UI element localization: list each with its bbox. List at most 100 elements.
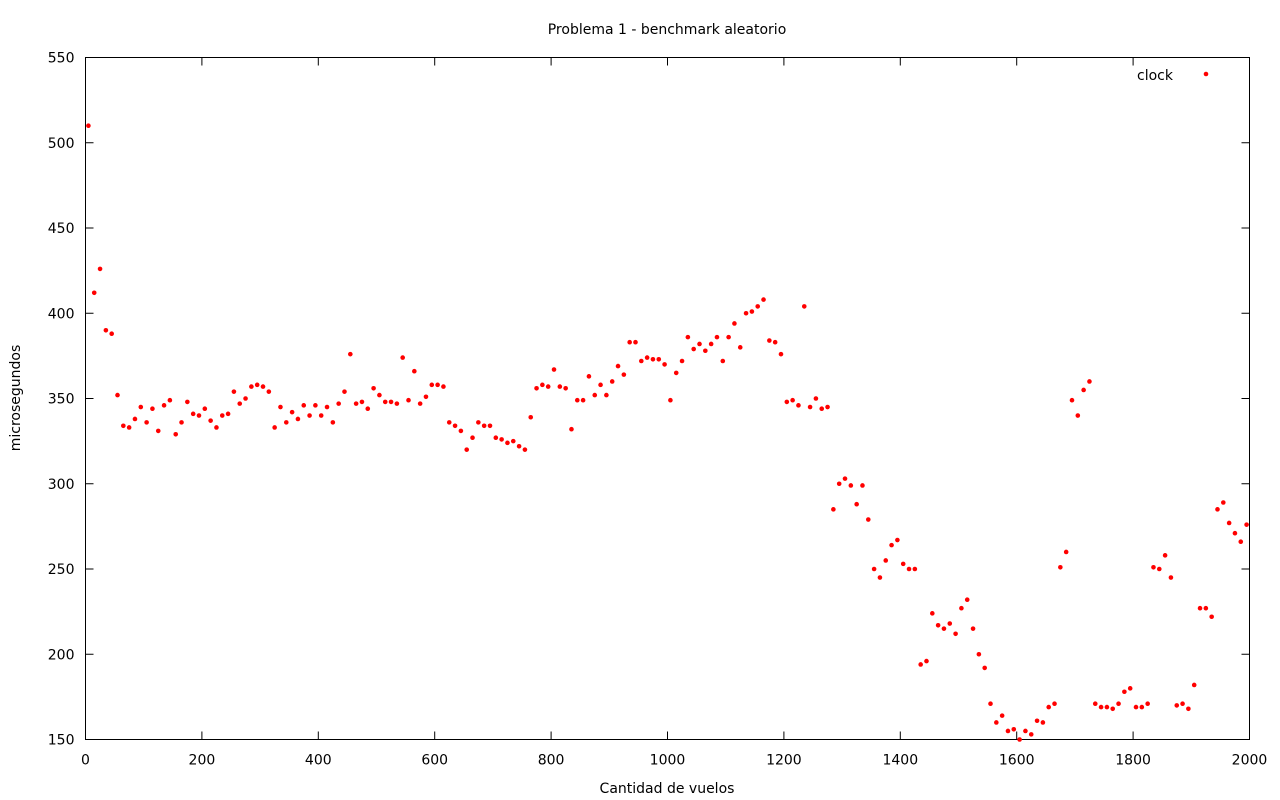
data-point <box>825 404 830 410</box>
data-point <box>237 401 243 406</box>
data-point <box>1232 530 1238 536</box>
x-tick-label: 1400 <box>882 753 918 769</box>
data-point <box>615 363 621 369</box>
data-point <box>563 385 568 391</box>
data-point <box>1104 704 1110 710</box>
data-point <box>505 440 510 446</box>
data-point <box>877 575 883 580</box>
y-tick-label: 250 <box>48 562 75 578</box>
data-point <box>906 566 912 572</box>
data-point <box>150 406 155 412</box>
data-point <box>1244 522 1249 527</box>
data-point <box>685 334 691 340</box>
y-axis: 150 200 250 300 350 400 450 500 550 <box>48 51 1250 749</box>
data-point <box>999 713 1005 718</box>
data-point <box>604 392 609 398</box>
y-tick-label: 450 <box>48 221 75 237</box>
data-point <box>510 438 516 444</box>
data-point <box>924 658 929 664</box>
data-point <box>749 309 755 314</box>
data-point <box>1215 507 1220 512</box>
data-point <box>1116 701 1121 706</box>
data-point <box>1168 575 1174 580</box>
x-tick-label: 1800 <box>1115 753 1151 769</box>
y-tick-label: 350 <box>48 392 75 408</box>
data-point <box>371 385 376 391</box>
data-point <box>144 420 149 425</box>
data-point <box>854 501 859 507</box>
data-point <box>1174 703 1180 708</box>
data-point <box>900 561 906 567</box>
data-point <box>190 411 196 417</box>
data-point <box>115 392 120 398</box>
data-point <box>673 370 679 376</box>
data-point <box>737 345 743 350</box>
data-point <box>726 334 731 340</box>
data-point <box>400 355 405 360</box>
data-point <box>1127 686 1133 691</box>
data-point <box>883 558 889 563</box>
data-point <box>790 397 795 403</box>
data-point <box>801 304 807 309</box>
data-point <box>662 362 667 367</box>
data-point <box>807 404 813 410</box>
data-point <box>208 418 213 423</box>
data-point <box>935 622 941 628</box>
data-point <box>598 382 603 388</box>
data-point <box>126 425 132 430</box>
data-point <box>1058 564 1063 570</box>
data-point <box>97 266 103 272</box>
data-point <box>423 394 429 400</box>
data-point <box>580 397 586 403</box>
data-point <box>982 665 987 671</box>
data-point <box>272 425 277 430</box>
data-point <box>260 384 266 389</box>
data-point <box>1075 413 1081 418</box>
data-point <box>1133 704 1139 710</box>
x-tick-label: 600 <box>421 753 448 769</box>
data-point <box>959 605 964 611</box>
data-point <box>324 404 330 410</box>
data-point <box>103 328 109 333</box>
data-point <box>377 392 382 398</box>
data-point <box>557 384 563 389</box>
data-point <box>1011 726 1017 732</box>
data-point <box>516 443 522 449</box>
data-point <box>865 517 871 522</box>
data-point <box>586 374 592 379</box>
x-tick-label: 0 <box>81 753 90 769</box>
data-point <box>336 401 341 406</box>
y-tick-label: 550 <box>48 51 75 67</box>
data-point <box>842 476 848 481</box>
data-point <box>947 621 953 626</box>
data-point <box>1180 701 1185 706</box>
data-point <box>167 397 173 403</box>
data-point <box>1156 566 1162 572</box>
data-point <box>720 358 726 364</box>
data-point <box>772 339 778 345</box>
data-point <box>1034 718 1040 724</box>
data-point <box>441 384 446 389</box>
data-point <box>382 399 388 405</box>
data-point <box>487 423 493 429</box>
data-point <box>278 404 283 410</box>
data-point <box>196 413 202 418</box>
data-point <box>214 425 219 430</box>
data-point <box>1046 704 1052 710</box>
data-point <box>889 542 894 548</box>
data-point <box>388 399 394 405</box>
data-point <box>796 403 801 408</box>
x-tick-label: 1200 <box>766 753 802 769</box>
data-point <box>691 346 696 352</box>
data-point <box>499 437 504 442</box>
data-point <box>249 384 254 389</box>
y-tick-label: 200 <box>48 647 75 663</box>
data-point <box>243 396 248 401</box>
data-point <box>138 404 144 410</box>
data-point <box>91 290 97 296</box>
data-point <box>1139 704 1145 710</box>
data-point <box>551 367 557 372</box>
y-tick-label: 300 <box>48 477 75 493</box>
data-point <box>295 416 301 422</box>
x-tick-label: 200 <box>189 753 216 769</box>
